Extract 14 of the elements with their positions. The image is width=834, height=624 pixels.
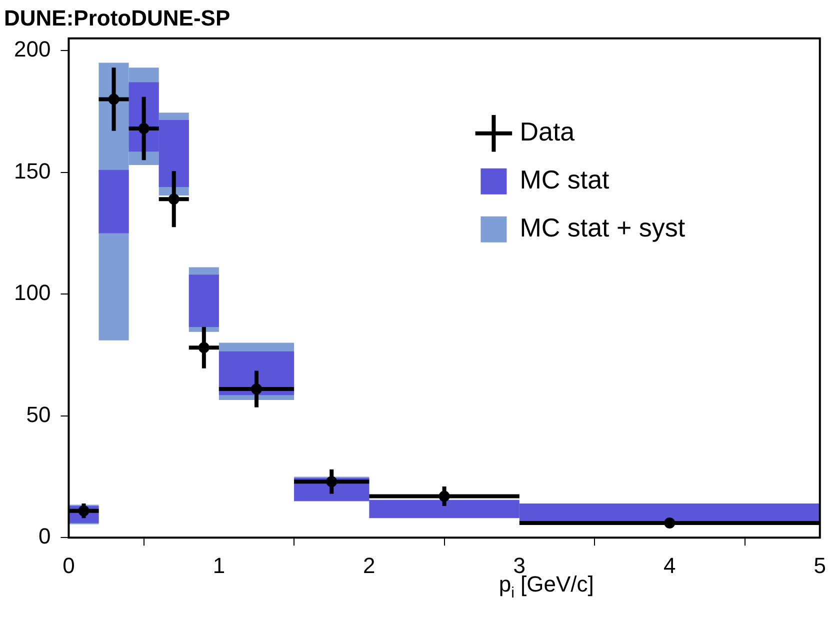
x-tick-label: 1 [212, 552, 226, 578]
y-tick-label: 150 [14, 158, 51, 184]
y-tick-label: 100 [14, 280, 51, 306]
legend-label: MC stat [520, 164, 610, 195]
x-tick-label: 2 [363, 552, 376, 578]
legend-label: MC stat + syst [520, 212, 686, 243]
y-tick-label: 50 [26, 402, 51, 427]
x-tick-label: 4 [664, 552, 676, 578]
x-tick-label: 5 [814, 552, 826, 578]
chart-title: DUNE:ProtoDUNE-SP [4, 5, 230, 30]
y-tick-label: 200 [14, 36, 51, 62]
y-tick-label: 0 [38, 524, 51, 549]
x-tick-label: 0 [62, 552, 75, 578]
legend-label: Data [520, 116, 576, 147]
